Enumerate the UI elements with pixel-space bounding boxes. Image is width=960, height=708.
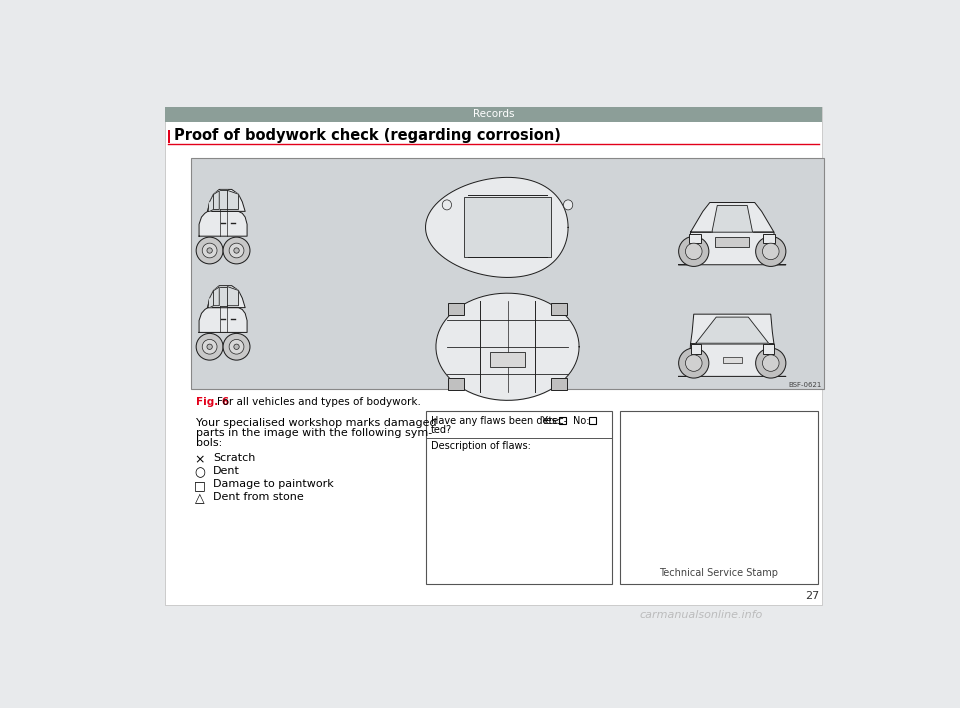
Circle shape	[223, 333, 250, 360]
Bar	[763, 234, 775, 243]
Bar	[165, 106, 822, 605]
Bar	[689, 234, 701, 243]
Circle shape	[756, 236, 786, 266]
Polygon shape	[679, 232, 785, 265]
Text: carmanualsonline.info: carmanualsonline.info	[639, 610, 763, 620]
Polygon shape	[228, 287, 238, 306]
Polygon shape	[209, 290, 213, 307]
Ellipse shape	[443, 200, 451, 210]
Circle shape	[685, 355, 702, 371]
Text: ted?: ted?	[431, 426, 452, 435]
Polygon shape	[679, 344, 785, 377]
Circle shape	[679, 236, 708, 266]
Text: Your specialised workshop marks damaged: Your specialised workshop marks damaged	[196, 418, 437, 428]
Circle shape	[223, 237, 250, 264]
Text: Scratch: Scratch	[213, 453, 255, 463]
Polygon shape	[690, 202, 774, 232]
Bar	[551, 378, 567, 390]
Circle shape	[196, 333, 223, 360]
Polygon shape	[214, 287, 219, 306]
Circle shape	[207, 248, 212, 253]
Polygon shape	[214, 191, 219, 210]
Polygon shape	[199, 212, 247, 236]
Circle shape	[196, 237, 223, 264]
Polygon shape	[712, 205, 753, 232]
Polygon shape	[207, 285, 245, 307]
Polygon shape	[209, 194, 213, 212]
Polygon shape	[696, 317, 769, 343]
Circle shape	[203, 339, 217, 354]
Text: bols:: bols:	[196, 438, 222, 447]
Bar	[490, 352, 525, 367]
Text: △: △	[195, 492, 204, 506]
Circle shape	[207, 344, 212, 350]
Bar	[763, 344, 774, 354]
Circle shape	[685, 243, 702, 260]
Text: Records: Records	[472, 109, 515, 119]
Polygon shape	[199, 307, 247, 333]
Bar	[588, 417, 596, 424]
Bar	[426, 411, 612, 584]
Text: Yes:: Yes:	[540, 416, 560, 426]
Ellipse shape	[564, 200, 573, 210]
Bar	[551, 303, 567, 315]
Polygon shape	[425, 178, 568, 278]
Text: BSF-0621: BSF-0621	[788, 382, 822, 387]
Text: No:: No:	[573, 416, 589, 426]
Text: parts in the image with the following sym-: parts in the image with the following sy…	[196, 428, 432, 438]
Text: Dent: Dent	[213, 466, 240, 476]
Bar	[690, 344, 701, 354]
Text: Dent from stone: Dent from stone	[213, 492, 303, 502]
Bar	[464, 198, 551, 258]
Bar	[448, 303, 464, 315]
Polygon shape	[220, 190, 227, 210]
Polygon shape	[690, 314, 774, 344]
Bar	[191, 158, 825, 389]
Bar	[165, 106, 822, 122]
Text: □: □	[194, 479, 205, 492]
Bar	[559, 417, 565, 424]
Text: Technical Service Stamp: Technical Service Stamp	[660, 568, 779, 578]
Circle shape	[762, 355, 780, 371]
Circle shape	[229, 339, 244, 354]
Text: Damage to paintwork: Damage to paintwork	[213, 479, 334, 489]
Bar	[168, 130, 170, 143]
Text: For all vehicles and types of bodywork.: For all vehicles and types of bodywork.	[217, 397, 420, 407]
Bar	[715, 236, 750, 247]
Polygon shape	[436, 293, 579, 400]
Text: ×: ×	[195, 453, 205, 466]
Circle shape	[203, 243, 217, 258]
Circle shape	[679, 348, 708, 378]
Circle shape	[229, 243, 244, 258]
Text: Fig. 6: Fig. 6	[196, 397, 229, 407]
Polygon shape	[228, 190, 238, 210]
Text: Have any flaws been detec-: Have any flaws been detec-	[431, 416, 567, 426]
Text: 27: 27	[804, 591, 819, 601]
Polygon shape	[220, 287, 227, 306]
Circle shape	[762, 243, 780, 260]
Polygon shape	[207, 190, 245, 212]
Bar	[723, 357, 742, 363]
Circle shape	[234, 344, 239, 350]
Bar	[620, 411, 818, 584]
Circle shape	[234, 248, 239, 253]
Circle shape	[756, 348, 786, 378]
Text: Proof of bodywork check (regarding corrosion): Proof of bodywork check (regarding corro…	[175, 128, 562, 143]
Text: Description of flaws:: Description of flaws:	[431, 442, 531, 452]
Text: ○: ○	[194, 466, 205, 479]
Bar	[448, 378, 464, 390]
